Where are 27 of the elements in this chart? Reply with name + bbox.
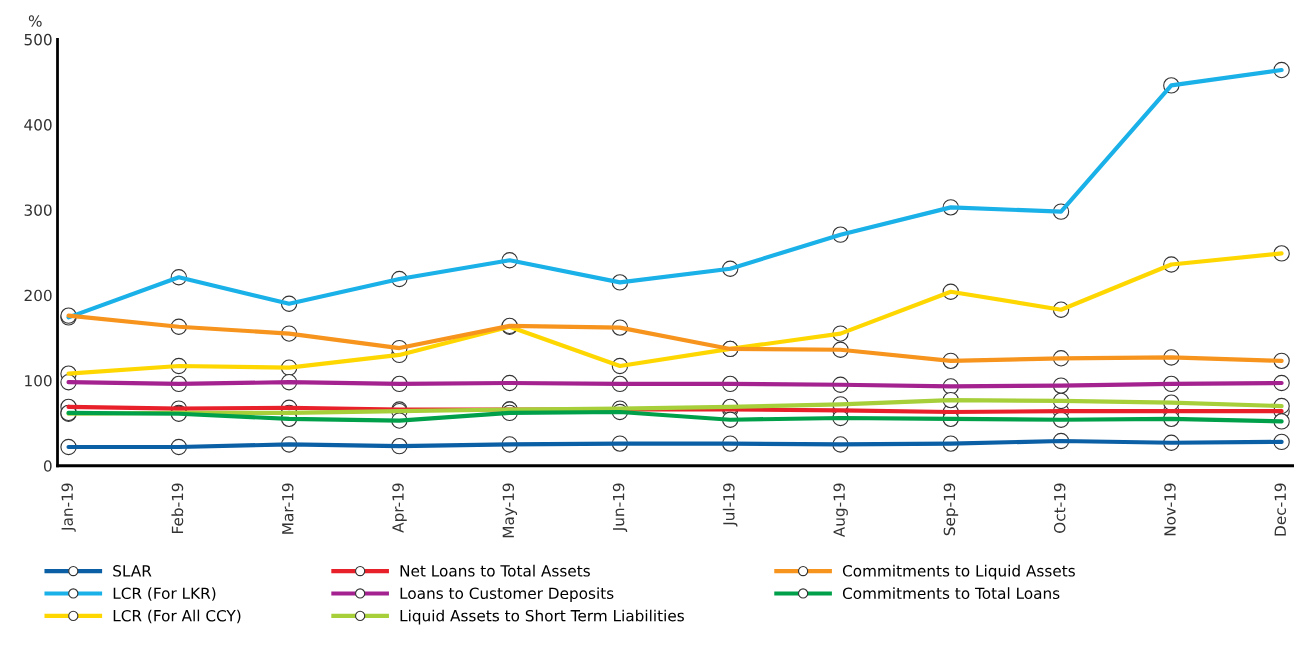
x-tick-label: Jun-19 xyxy=(612,483,628,533)
x-tick-label: Jan-19 xyxy=(61,483,76,532)
x-tick-label: May-19 xyxy=(502,483,518,538)
legend-label: Commitments to Total Loans xyxy=(842,587,1060,600)
y-tick-label: 200 xyxy=(24,289,52,302)
x-tick-label: Oct-19 xyxy=(1053,483,1066,533)
y-tick-label: 400 xyxy=(24,119,52,131)
x-tick-label: Aug-19 xyxy=(833,483,848,538)
legend-label: Net Loans to Total Assets xyxy=(400,564,590,577)
legend-label: Loans to Customer Deposits xyxy=(400,587,614,602)
y-tick-label: 300 xyxy=(24,204,52,216)
x-tick-label: Apr-19 xyxy=(392,483,407,533)
x-tick-label: Nov-19 xyxy=(1164,483,1176,536)
y-axis-title: % xyxy=(28,15,42,27)
legend-label: Liquid Assets to Short Term Liabilities xyxy=(400,609,684,625)
x-tick-label: Mar-19 xyxy=(281,483,294,534)
legend-label: SLAR xyxy=(113,565,152,577)
y-tick-label: 100 xyxy=(25,374,52,387)
x-tick-label: Feb-19 xyxy=(171,483,184,533)
y-tick-label: 500 xyxy=(24,33,52,46)
x-tick-label: Dec-19 xyxy=(1274,483,1287,536)
legend-label: Commitments to Liquid Assets xyxy=(842,564,1075,580)
legend-label: LCR (For All CCY) xyxy=(113,609,241,624)
legend-label: LCR (For LKR) xyxy=(113,587,216,601)
x-tick-label: Sep-19 xyxy=(943,483,959,536)
x-tick-label: Jul-19 xyxy=(722,483,738,527)
y-tick-label: 0 xyxy=(43,460,52,472)
